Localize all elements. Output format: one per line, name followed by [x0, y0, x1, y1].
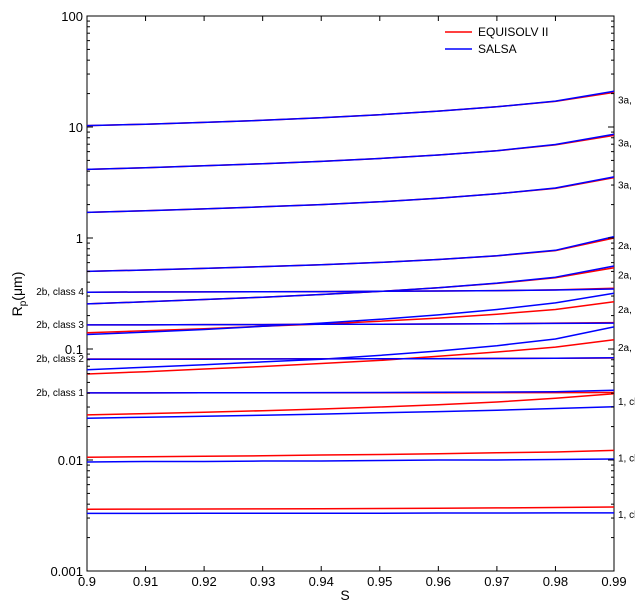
series-line-equisolv-2	[86, 449, 615, 458]
legend-label-salsa: SALSA	[478, 42, 517, 56]
series-line-salsa-1	[87, 512, 614, 515]
x-tick-label: 0.9	[78, 574, 96, 589]
x-tick-label: 0.91	[133, 574, 158, 589]
curve-label-left: 2b, class 1	[36, 388, 84, 399]
series-line-salsa-21	[86, 235, 615, 273]
legend-label-equisolv: EQUISOLV II	[478, 25, 548, 39]
curve-label-right: 2a, class 4	[618, 241, 635, 252]
series-line-salsa-23	[86, 176, 615, 214]
curve-label-right: 1, class 1	[618, 510, 635, 521]
x-tick-label: 0.94	[309, 574, 334, 589]
curve-label-right: 3a, class 2	[618, 138, 635, 149]
curve-label-left: 2b, class 2	[36, 354, 84, 365]
svg-text:Rp(μm): Rp(μm)	[9, 272, 29, 317]
series-line-salsa-5	[86, 405, 615, 419]
x-tick-label: 0.99	[601, 574, 626, 589]
series-line-salsa-9	[86, 326, 615, 371]
series-line-equisolv-4	[86, 393, 615, 416]
y-tick-label: 1	[76, 231, 83, 246]
y-axis-title-main: R	[9, 306, 25, 316]
x-axis-title: S	[340, 587, 349, 603]
curve-label-left: 2b, class 4	[36, 287, 84, 298]
series-line-salsa-25	[86, 133, 615, 171]
curve-label-left: 2b, class 3	[36, 320, 84, 331]
y-axis-title: Rp(μm)	[9, 272, 29, 317]
y-tick-label: 10	[69, 120, 83, 135]
curve-label-right: 1, class 2	[618, 453, 635, 464]
x-tick-label: 0.95	[367, 574, 392, 589]
curve-label-right: 2a, class 1	[618, 343, 635, 354]
series-line-salsa-27	[86, 90, 615, 127]
series-line-salsa-7	[87, 389, 615, 394]
x-tick-label: 0.98	[543, 574, 568, 589]
x-tick-label: 0.96	[426, 574, 451, 589]
y-axis-title-sub: p	[18, 300, 29, 306]
series-line-salsa-11	[86, 357, 615, 361]
curve-annotations: 3a, class 3 3a, class 2 3a, class 1 2a, cla…	[36, 95, 635, 521]
series-lines	[86, 90, 615, 515]
legend: EQUISOLV II SALSA	[445, 25, 548, 56]
series-line-salsa-13	[86, 292, 615, 336]
curve-label-right: 3a, class 1	[618, 181, 635, 192]
y-tick-label: 0.01	[58, 453, 83, 468]
axis-ticks: 0.9 0.91 0.92 0.93 0.94 0.95 0.96 0.97 0.98 0.99 0…	[50, 9, 626, 589]
series-line-salsa-15	[87, 322, 615, 326]
series-line-equisolv-0	[86, 506, 615, 511]
y-axis-title-unit: (μm)	[9, 272, 25, 301]
y-tick-label: 0.001	[50, 564, 83, 579]
curve-label-right: 2a, class 2	[618, 305, 635, 316]
x-tick-label: 0.97	[484, 574, 509, 589]
x-tick-label: 0.92	[191, 574, 216, 589]
x-tick-label: 0.93	[250, 574, 275, 589]
curve-label-right: 2a, class 3	[618, 271, 635, 282]
curve-label-right: 3a, class 3	[618, 95, 635, 106]
y-tick-label: 100	[61, 9, 83, 24]
series-line-equisolv-8	[86, 339, 615, 375]
series-line-equisolv-12	[86, 301, 615, 334]
series-line-salsa-17	[86, 265, 615, 305]
series-line-salsa-3	[86, 458, 615, 463]
y-tick-label: 0.1	[65, 342, 83, 357]
series-line-salsa-19	[86, 288, 615, 293]
curve-label-right: 1, class 3	[618, 397, 635, 408]
